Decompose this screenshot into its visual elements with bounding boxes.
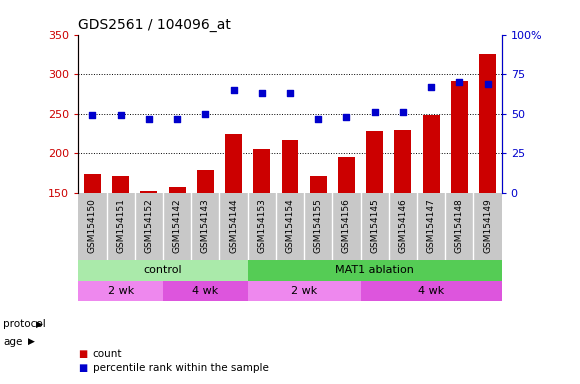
Point bbox=[398, 109, 408, 115]
Point bbox=[455, 79, 464, 85]
Text: ▶: ▶ bbox=[28, 337, 35, 346]
Text: GSM154144: GSM154144 bbox=[229, 199, 238, 253]
Text: count: count bbox=[93, 349, 122, 359]
Text: GSM154150: GSM154150 bbox=[88, 199, 97, 253]
Text: ▶: ▶ bbox=[36, 320, 43, 329]
Text: GSM154145: GSM154145 bbox=[370, 199, 379, 253]
Bar bbox=[78, 281, 163, 301]
Text: GSM154155: GSM154155 bbox=[314, 199, 322, 253]
Bar bbox=[169, 187, 186, 193]
Text: GSM154148: GSM154148 bbox=[455, 199, 464, 253]
Bar bbox=[281, 140, 299, 193]
Bar bbox=[140, 190, 157, 193]
Text: GSM154142: GSM154142 bbox=[173, 199, 182, 253]
Text: MAT1 ablation: MAT1 ablation bbox=[335, 265, 414, 275]
Bar bbox=[338, 157, 355, 193]
Text: GSM154143: GSM154143 bbox=[201, 199, 210, 253]
Text: 4 wk: 4 wk bbox=[192, 286, 219, 296]
Point bbox=[116, 112, 125, 118]
Bar bbox=[225, 134, 242, 193]
Bar bbox=[163, 281, 248, 301]
Point bbox=[88, 112, 97, 118]
Bar bbox=[84, 174, 101, 193]
Point bbox=[257, 90, 266, 96]
Text: GSM154152: GSM154152 bbox=[144, 199, 153, 253]
Point bbox=[285, 90, 295, 96]
Text: GSM154154: GSM154154 bbox=[285, 199, 295, 253]
Point bbox=[314, 116, 323, 122]
Text: 4 wk: 4 wk bbox=[418, 286, 444, 296]
Point bbox=[172, 116, 182, 122]
Text: GSM154147: GSM154147 bbox=[427, 199, 436, 253]
Text: GSM154146: GSM154146 bbox=[398, 199, 407, 253]
Bar bbox=[253, 149, 270, 193]
Text: GSM154156: GSM154156 bbox=[342, 199, 351, 253]
Bar bbox=[423, 115, 440, 193]
Bar bbox=[248, 281, 361, 301]
Bar bbox=[310, 176, 327, 193]
Text: GDS2561 / 104096_at: GDS2561 / 104096_at bbox=[78, 18, 231, 32]
Bar bbox=[451, 81, 468, 193]
Point bbox=[342, 114, 351, 120]
Bar bbox=[112, 175, 129, 193]
Bar bbox=[248, 260, 502, 281]
Text: percentile rank within the sample: percentile rank within the sample bbox=[93, 363, 269, 373]
Point bbox=[201, 111, 210, 117]
Bar bbox=[361, 281, 502, 301]
Point bbox=[483, 81, 492, 87]
Text: GSM154149: GSM154149 bbox=[483, 199, 492, 253]
Text: protocol: protocol bbox=[3, 319, 46, 329]
Text: 2 wk: 2 wk bbox=[107, 286, 134, 296]
Bar bbox=[479, 55, 496, 193]
Bar bbox=[366, 131, 383, 193]
Point bbox=[426, 84, 436, 90]
Text: ■: ■ bbox=[78, 363, 88, 373]
Point bbox=[229, 87, 238, 93]
Text: control: control bbox=[144, 265, 182, 275]
Point bbox=[370, 109, 379, 115]
Text: GSM154153: GSM154153 bbox=[258, 199, 266, 253]
Bar bbox=[78, 260, 248, 281]
Bar bbox=[394, 131, 411, 193]
Bar bbox=[197, 170, 214, 193]
Text: age: age bbox=[3, 337, 22, 347]
Point bbox=[144, 116, 154, 122]
Text: GSM154151: GSM154151 bbox=[116, 199, 125, 253]
Text: ■: ■ bbox=[78, 349, 88, 359]
Text: 2 wk: 2 wk bbox=[291, 286, 317, 296]
